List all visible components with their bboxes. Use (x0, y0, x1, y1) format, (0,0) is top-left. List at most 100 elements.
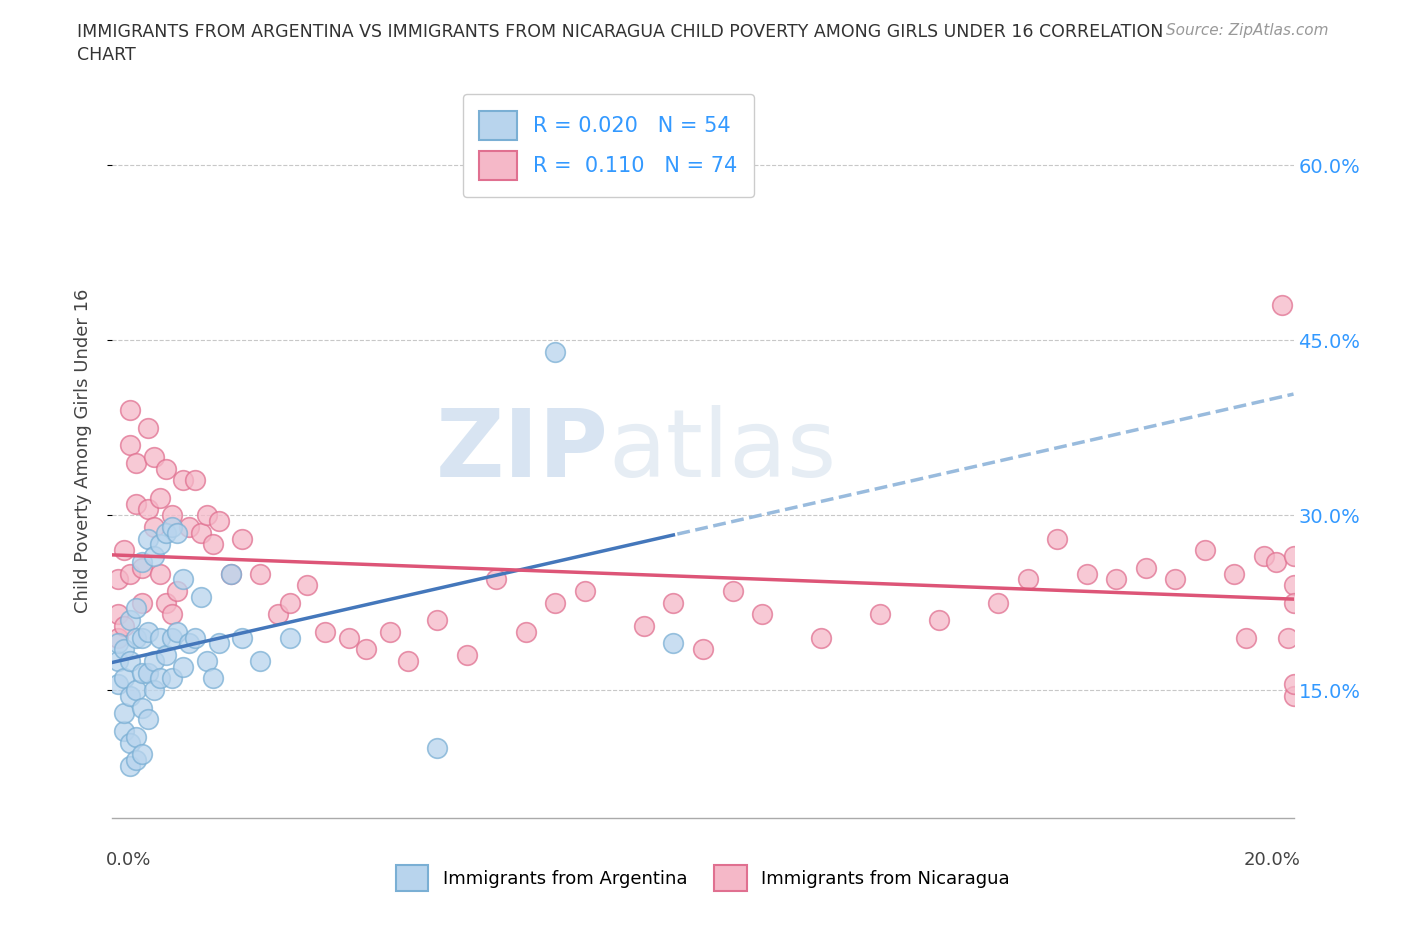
Point (125, 683, 148, 698)
Point (1271, 298, 1294, 312)
Point (1076, 566, 1098, 581)
Point (120, 735, 142, 750)
Point (249, 566, 271, 581)
Point (120, 613, 142, 628)
Point (155, 461, 177, 476)
Point (1277, 631, 1299, 645)
Point (633, 618, 655, 633)
Point (112, 642, 135, 657)
Point (195, 508, 218, 523)
Point (190, 525, 212, 540)
Point (142, 654, 165, 669)
Point (166, 624, 188, 639)
Point (131, 700, 153, 715)
Point (1194, 543, 1216, 558)
Point (107, 631, 129, 645)
Point (160, 607, 183, 622)
Legend: Immigrants from Argentina, Immigrants from Nicaragua: Immigrants from Argentina, Immigrants fr… (388, 857, 1018, 897)
Point (1282, 549, 1305, 564)
Point (112, 724, 135, 738)
Point (1234, 631, 1257, 645)
Point (721, 583, 744, 598)
Point (869, 607, 891, 622)
Point (112, 671, 135, 686)
Point (515, 624, 537, 639)
Point (125, 601, 148, 616)
Point (155, 525, 177, 540)
Legend: R = 0.020   N = 54, R =  0.110   N = 74: R = 0.020 N = 54, R = 0.110 N = 74 (463, 94, 755, 197)
Point (231, 631, 253, 645)
Point (1223, 566, 1246, 581)
Point (1282, 595, 1305, 610)
Point (166, 583, 188, 598)
Point (278, 631, 301, 645)
Point (810, 631, 832, 645)
Text: IMMIGRANTS FROM ARGENTINA VS IMMIGRANTS FROM NICARAGUA CHILD POVERTY AMONG GIRLS: IMMIGRANTS FROM ARGENTINA VS IMMIGRANTS … (77, 23, 1164, 41)
Point (208, 513, 231, 528)
Point (160, 508, 183, 523)
Point (112, 618, 135, 633)
Point (1046, 531, 1069, 546)
Point (1282, 688, 1305, 703)
Point (131, 554, 153, 569)
Point (219, 566, 242, 581)
Point (1253, 549, 1275, 564)
Point (201, 537, 224, 551)
Point (1017, 572, 1039, 587)
Point (142, 449, 165, 464)
Point (107, 572, 129, 587)
Point (426, 741, 449, 756)
Point (160, 631, 183, 645)
Point (662, 636, 685, 651)
Point (1164, 572, 1187, 587)
Point (149, 566, 172, 581)
Point (142, 520, 165, 535)
Point (1282, 578, 1305, 592)
Point (131, 560, 153, 575)
Point (751, 607, 773, 622)
Point (136, 665, 159, 680)
Text: 20.0%: 20.0% (1244, 851, 1301, 870)
Point (190, 590, 212, 604)
Point (337, 631, 360, 645)
Point (485, 572, 508, 587)
Point (149, 490, 172, 505)
Point (278, 595, 301, 610)
Text: CHART: CHART (77, 46, 136, 64)
Point (136, 420, 159, 435)
Text: ZIP: ZIP (436, 405, 609, 497)
Point (160, 671, 183, 686)
Point (692, 642, 714, 657)
Point (987, 595, 1010, 610)
Point (136, 531, 159, 546)
Point (544, 344, 567, 359)
Point (208, 636, 231, 651)
Text: Source: ZipAtlas.com: Source: ZipAtlas.com (1166, 23, 1329, 38)
Point (662, 595, 685, 610)
Point (184, 472, 207, 487)
Point (195, 654, 218, 669)
Point (184, 631, 207, 645)
Point (426, 613, 449, 628)
Point (142, 549, 165, 564)
Point (155, 647, 177, 662)
Point (112, 706, 135, 721)
Point (179, 636, 201, 651)
Text: 0.0%: 0.0% (105, 851, 150, 870)
Point (107, 677, 129, 692)
Point (356, 642, 378, 657)
Point (378, 624, 401, 639)
Point (131, 595, 153, 610)
Point (231, 531, 253, 546)
Point (107, 636, 129, 651)
Point (107, 607, 129, 622)
Point (131, 747, 153, 762)
Y-axis label: Child Poverty Among Girls Under 16: Child Poverty Among Girls Under 16 (73, 289, 91, 613)
Point (142, 683, 165, 698)
Point (172, 572, 194, 587)
Point (120, 566, 142, 581)
Point (544, 595, 567, 610)
Point (1264, 554, 1286, 569)
Point (201, 671, 224, 686)
Point (112, 543, 135, 558)
